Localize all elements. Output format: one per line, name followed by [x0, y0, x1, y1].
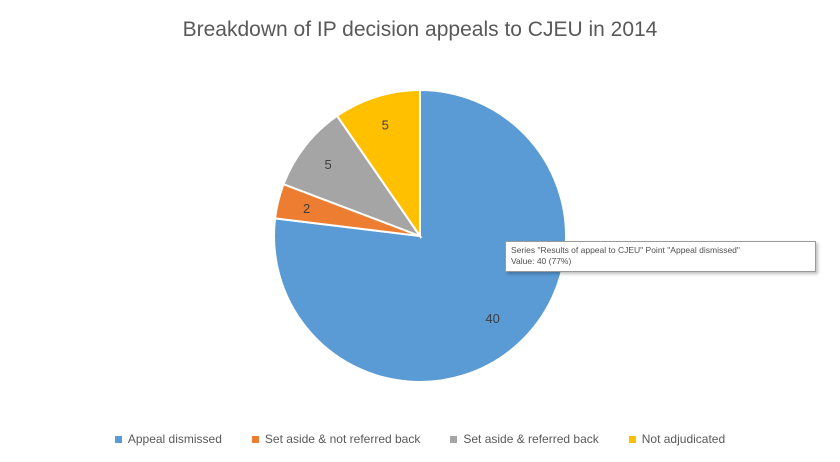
legend-swatch: [114, 435, 122, 443]
legend-swatch: [450, 435, 458, 443]
data-label-2: 5: [324, 157, 331, 172]
legend-label: Set aside & referred back: [463, 432, 599, 446]
chart-title: Breakdown of IP decision appeals to CJEU…: [182, 18, 658, 41]
pie-slice-set-aside-referred-back[interactable]: [282, 114, 423, 239]
chart-legend: Appeal dismissed Set aside & not referred…: [0, 432, 840, 446]
tooltip-line-value: Value: 40 (77%): [511, 256, 572, 266]
legend-item-0: Appeal dismissed: [114, 432, 222, 446]
tooltip-line-series: Series "Results of appeal to CJEU" Point…: [511, 245, 740, 255]
data-label-1: 2: [303, 201, 310, 216]
pie-slice-not-adjudicated[interactable]: [335, 88, 421, 240]
data-label-0: 40: [485, 311, 499, 326]
legend-label: Set aside & not referred back: [264, 432, 421, 446]
legend-item-3: Not adjudicated: [628, 432, 726, 446]
legend-label: Appeal dismissed: [127, 432, 222, 446]
legend-item-1: Set aside & not referred back: [251, 432, 421, 446]
legend-swatch: [251, 435, 259, 443]
legend-label: Not adjudicated: [641, 432, 726, 446]
legend-swatch: [628, 435, 636, 443]
data-label-3: 5: [382, 117, 389, 132]
legend-item-2: Set aside & referred back: [450, 432, 599, 446]
data-point-tooltip: Series "Results of appeal to CJEU" Point…: [505, 241, 816, 272]
